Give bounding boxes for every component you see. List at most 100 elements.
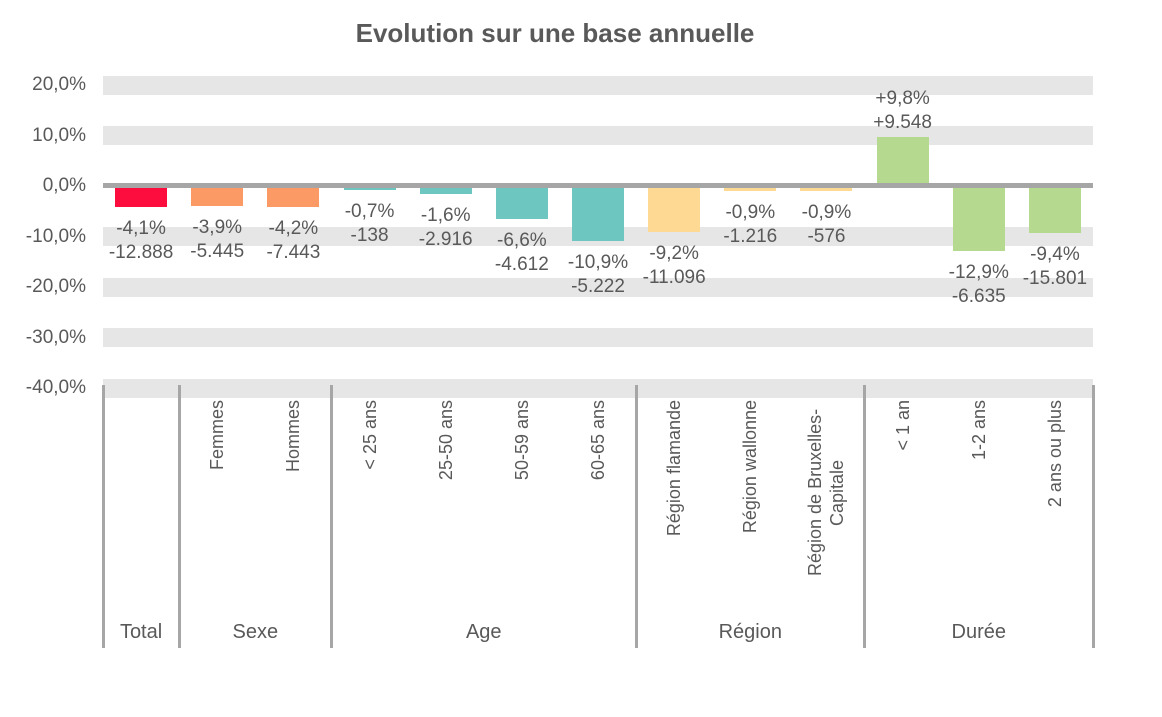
bar — [800, 186, 853, 191]
bar-pct-label: -12,9% — [948, 262, 1009, 284]
group-separator — [634, 385, 638, 648]
bar-pct-label: -4,2% — [268, 218, 319, 240]
bar-pct-label: -6,6% — [497, 230, 547, 252]
group-label: Sexe — [232, 620, 279, 643]
bar-value-label: -6,6% -4.612 — [452, 229, 592, 277]
bar-value-label: -4,2% -7.443 — [223, 217, 363, 265]
category-label-cell: 60-65 ans — [560, 400, 636, 616]
bar — [572, 186, 624, 242]
bar-pct-label: -10,9% — [567, 252, 629, 274]
gridline-band — [103, 126, 1093, 145]
bar — [1028, 186, 1081, 234]
bar-value-label: +9,8% +9.548 — [833, 87, 973, 135]
bar-abs-label: -4.612 — [494, 254, 549, 276]
bar-abs-label: -2.916 — [418, 229, 473, 251]
bar-abs-label: -7.443 — [266, 242, 321, 264]
category-label-cell: < 25 ans — [331, 400, 407, 616]
bar-pct-label: -4,1% — [116, 217, 166, 239]
y-tick-label: 0,0% — [42, 175, 86, 196]
category-label: Région flamande — [664, 400, 685, 537]
group-separator — [177, 385, 181, 648]
bar — [115, 186, 168, 207]
category-label-cell: Région wallonne — [712, 400, 788, 616]
category-label-cell: Hommes — [255, 400, 331, 616]
group-separator — [1091, 385, 1095, 648]
category-label: 60-65 ans — [587, 400, 608, 481]
bar-pct-label: +9,8% — [875, 87, 930, 109]
bar-abs-label: -6.635 — [951, 286, 1006, 308]
bar — [191, 186, 244, 206]
zero-axis-line — [103, 183, 1093, 188]
bar-value-label: -0,9% -1.216 — [680, 201, 820, 249]
bar-pct-label: -1,6% — [420, 205, 471, 227]
bar — [267, 186, 320, 208]
group-label: Total — [119, 620, 163, 643]
bar-value-label: -9,4% -15.801 — [985, 243, 1125, 291]
bar-abs-label: -576 — [807, 225, 846, 247]
category-label-cell: 2 ans ou plus — [1017, 400, 1093, 616]
category-label: Hommes — [283, 400, 304, 473]
bar-pct-label: -0,9% — [725, 201, 776, 223]
category-label: 1-2 ans — [968, 400, 989, 461]
bar-pct-label: -9,2% — [649, 243, 699, 265]
group-separator — [863, 385, 867, 648]
bar-abs-label: +9.548 — [873, 111, 932, 133]
group-separator — [101, 385, 105, 648]
gridline-band — [103, 277, 1093, 297]
bar-pct-label: -3,9% — [192, 216, 243, 238]
bar-abs-label: -5.445 — [190, 240, 245, 262]
gridline-band — [103, 378, 1093, 398]
bar — [876, 136, 929, 186]
chart-title: Evolution sur une base annuelle — [355, 18, 755, 48]
category-label: < 25 ans — [359, 400, 380, 470]
bar-abs-label: -15.801 — [1022, 268, 1088, 290]
category-label: 25-50 ans — [435, 400, 456, 481]
category-label-cell: 25-50 ans — [408, 400, 484, 616]
category-label: Région wallonne — [740, 400, 761, 534]
bar-abs-label: -11.096 — [642, 267, 706, 289]
category-label: < 1 an — [892, 400, 913, 451]
category-label-cell: Femmes — [179, 400, 255, 616]
category-label-cell: 50-59 ans — [484, 400, 560, 616]
bar-abs-label: -5.222 — [571, 276, 625, 298]
bar-value-label: -3,9% -5.445 — [147, 216, 287, 264]
category-label: 2 ans ou plus — [1044, 400, 1065, 508]
category-label-cell: < 1 an — [865, 400, 941, 616]
bar-abs-label: -1.216 — [723, 225, 778, 247]
group-label: Age — [465, 620, 502, 643]
bar-value-label: -1,6% -2.916 — [376, 204, 516, 252]
bar — [495, 186, 548, 220]
category-label-cell: Région flamande — [636, 400, 712, 616]
category-label-cell: 1-2 ans — [941, 400, 1017, 616]
bar-abs-label: -138 — [350, 224, 389, 246]
y-tick-label: 10,0% — [32, 124, 86, 146]
bar — [648, 186, 701, 233]
y-tick-label: -20,0% — [25, 276, 86, 297]
bar — [419, 186, 472, 195]
group-label: Région — [718, 620, 782, 643]
bar-value-label: -10,9% -5.222 — [528, 251, 668, 299]
group-separator — [329, 385, 333, 648]
bar-pct-label: -9,4% — [1030, 244, 1080, 266]
bar-abs-label: -12.888 — [108, 241, 174, 263]
bar-value-label: -0,9% -576 — [756, 201, 896, 249]
gridline-band — [103, 75, 1093, 95]
bar — [724, 186, 777, 191]
category-label: 50-59 ans — [511, 400, 532, 481]
group-label: Durée — [951, 620, 1006, 643]
bar-pct-label: -0,7% — [344, 200, 395, 222]
category-label-cell: Région de Bruxelles-Capitale — [788, 400, 864, 616]
y-tick-label: -10,0% — [25, 225, 86, 247]
category-label: Femmes — [207, 400, 228, 471]
bar-value-label: -12,9% -6.635 — [909, 261, 1049, 309]
bar-value-label: -9,2% -11.096 — [604, 242, 744, 290]
bar-value-label: -0,7% -138 — [300, 200, 440, 248]
bar — [952, 186, 1005, 252]
y-tick-label: -30,0% — [25, 326, 86, 348]
bar-value-label: -4,1% -12.888 — [71, 217, 211, 265]
bar-pct-label: -0,9% — [801, 201, 852, 223]
gridline-band — [103, 328, 1093, 347]
y-tick-label: -40,0% — [25, 377, 86, 398]
y-tick-label: 20,0% — [32, 74, 86, 95]
